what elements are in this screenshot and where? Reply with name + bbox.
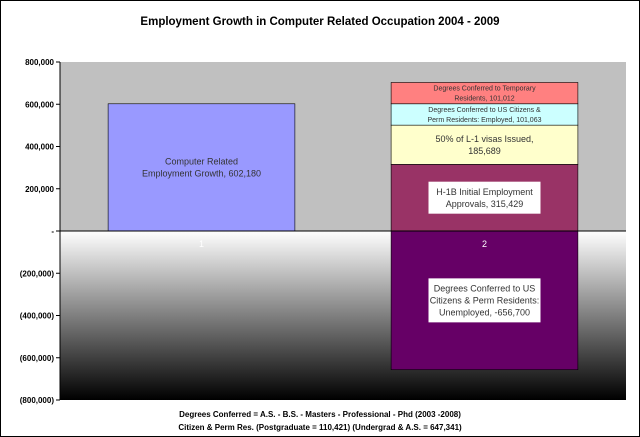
bar-segment: [390, 124, 579, 165]
data-label: 50% of L-1 visas Issued,: [435, 134, 533, 144]
data-label: Degrees Conferred to US Citizens &: [428, 107, 541, 114]
x-category-label: 1: [199, 239, 204, 249]
data-label: Degrees Conferred to Temporary: [433, 86, 536, 93]
y-tick-label: (200,000): [20, 269, 55, 278]
chart-title: Employment Growth in Computer Related Oc…: [140, 16, 500, 28]
data-label: Residents, 101,012: [454, 96, 514, 103]
footnote-degrees: Degrees Conferred = A.S. - B.S. - Master…: [179, 410, 461, 419]
data-label-box: [428, 278, 541, 323]
y-tick-label: 400,000: [25, 143, 54, 152]
data-label: H-1B Initial Employment: [436, 187, 533, 197]
data-label: Approvals, 315,429: [446, 199, 524, 209]
data-label: Degrees Conferred to US: [434, 284, 536, 294]
y-tick-label: (400,000): [20, 312, 55, 321]
y-tick-label: 200,000: [25, 185, 54, 194]
y-tick-label: 800,000: [25, 58, 54, 67]
footnote-citizens: Citizen & Perm Res. (Postgraduate = 110,…: [178, 423, 462, 432]
y-tick-label: -: [51, 227, 54, 236]
data-label: Citizens & Perm Residents:: [430, 296, 540, 306]
y-tick-label: 600,000: [25, 100, 54, 109]
x-category-label: 2: [482, 239, 487, 249]
y-tick-label: (600,000): [20, 354, 55, 363]
data-label: 185,689: [468, 146, 501, 156]
bar-segment: [390, 82, 579, 105]
bar-segment: [107, 103, 296, 232]
data-label: Perm Residents: Employed, 101,063: [427, 117, 541, 124]
data-label-box: [428, 181, 541, 214]
data-label: Computer Related: [165, 157, 238, 167]
data-label: Unemployed, -656,700: [439, 308, 530, 318]
y-tick-label: (800,000): [20, 396, 55, 405]
data-label: Employment Growth, 602,180: [142, 169, 261, 179]
